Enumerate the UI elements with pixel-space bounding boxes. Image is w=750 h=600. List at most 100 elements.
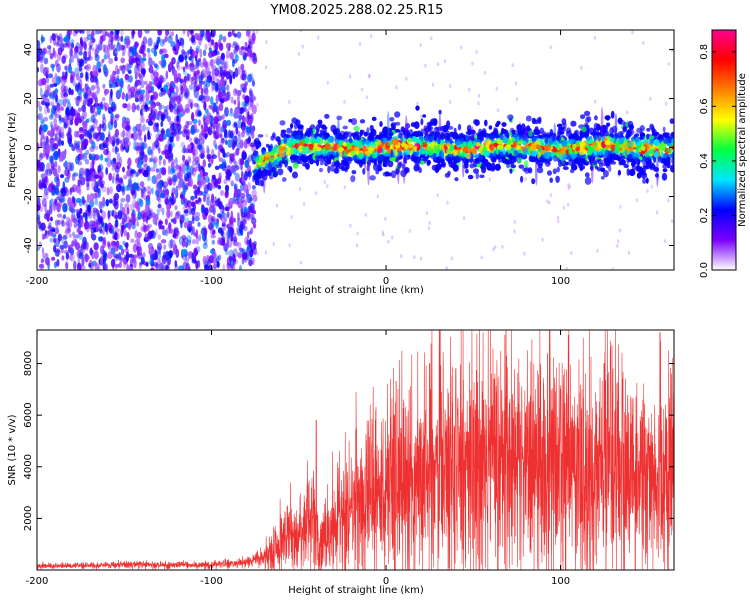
heatmap-cell (173, 96, 178, 102)
heatmap-cell (475, 49, 478, 54)
heatmap-cell (193, 70, 198, 76)
heatmap-cell (184, 217, 190, 222)
heatmap-cell (101, 122, 107, 132)
heatmap-cell (219, 139, 225, 146)
heatmap-cell (130, 238, 135, 243)
heatmap-cell (60, 106, 64, 112)
heatmap-cell (206, 36, 211, 41)
heatmap-cell (188, 253, 192, 260)
heatmap-cell (222, 35, 227, 43)
heatmap-cell (76, 197, 82, 204)
heatmap-cell (133, 214, 137, 224)
heatmap-cell (614, 144, 620, 151)
heatmap-cell (103, 101, 106, 109)
heatmap-cell (114, 228, 121, 233)
heatmap-cell (198, 119, 201, 126)
heatmap-cell (236, 31, 242, 39)
heatmap-cell (167, 165, 171, 175)
heatmap-cell (114, 56, 118, 62)
heatmap-cell (42, 124, 48, 133)
heatmap-cell (125, 215, 130, 221)
heatmap-cell (364, 212, 368, 217)
heatmap-cell (481, 165, 487, 174)
heatmap-cell (172, 247, 177, 255)
heatmap-cell (64, 177, 70, 183)
heatmap-cell (192, 152, 196, 162)
heatmap-cell (46, 162, 51, 172)
heatmap-cell (350, 150, 357, 156)
heatmap-cell (132, 126, 138, 133)
heatmap-cell (484, 119, 488, 127)
heatmap-cell (200, 87, 204, 96)
heatmap-cell (168, 155, 171, 164)
heatmap-cell (376, 194, 379, 199)
heatmap-cell (41, 53, 45, 60)
heatmap-cell (45, 144, 51, 155)
heatmap-cell (197, 157, 201, 164)
heatmap-cell (602, 170, 609, 178)
heatmap-cell (524, 177, 527, 182)
heatmap-cell (231, 43, 237, 48)
heatmap-cell (167, 116, 171, 123)
heatmap-cell (79, 72, 84, 79)
heatmap-cell (112, 139, 115, 147)
heatmap-cell (382, 232, 385, 237)
heatmap-cell (139, 198, 144, 208)
heatmap-cell (191, 125, 195, 134)
heatmap-cell (70, 89, 74, 96)
heatmap-cell (211, 154, 217, 160)
heatmap-cell (297, 51, 300, 56)
heatmap-cell (631, 30, 634, 35)
heatmap-cell (229, 156, 233, 165)
heatmap-cell (73, 222, 78, 229)
heatmap-cell (288, 243, 291, 248)
heatmap-cell (264, 250, 268, 255)
heatmap-cell (93, 242, 99, 251)
heatmap-cell (343, 141, 347, 147)
heatmap-cell (40, 36, 46, 42)
heatmap-cell (146, 185, 152, 195)
heatmap-cell (237, 252, 243, 259)
heatmap-cell (561, 118, 567, 126)
heatmap-cell (185, 91, 189, 100)
heatmap-cell (144, 80, 148, 86)
heatmap-cell (93, 250, 99, 260)
heatmap-cell (415, 105, 420, 111)
heatmap-cell (102, 236, 107, 245)
heatmap-cell (448, 84, 452, 88)
heatmap-cell (239, 265, 242, 270)
heatmap-cell (217, 127, 223, 134)
heatmap-cell (48, 205, 54, 214)
heatmap-cell (272, 148, 276, 156)
heatmap-cell (40, 258, 44, 264)
heatmap-cell (67, 30, 72, 36)
heatmap-cell (480, 255, 483, 260)
heatmap-cell (62, 54, 68, 60)
heatmap-cell (148, 112, 154, 122)
heatmap-cell (51, 76, 57, 85)
heatmap-cell (112, 259, 115, 270)
heatmap-cell (493, 129, 499, 136)
heatmap-cell (240, 139, 244, 149)
heatmap-cell (233, 136, 238, 141)
heatmap-cell (408, 229, 412, 233)
heatmap-cell (124, 185, 129, 192)
heatmap-cell (203, 194, 206, 203)
heatmap-cell (214, 178, 219, 188)
heatmap-cell (83, 129, 88, 137)
heatmap-cell (425, 211, 428, 216)
heatmap-cell (56, 173, 60, 182)
heatmap-cell (233, 188, 239, 199)
heatmap-cell (131, 212, 135, 217)
heatmap-cell (99, 208, 103, 214)
heatmap-cell (156, 122, 159, 133)
heatmap-cell (247, 154, 254, 162)
heatmap-cell (62, 71, 65, 76)
heatmap-cell (241, 73, 247, 81)
heatmap-cell (44, 83, 51, 93)
heatmap-cell (182, 154, 186, 162)
heatmap-cell (206, 30, 210, 35)
heatmap-cell (120, 248, 125, 256)
heatmap-cell (102, 43, 106, 53)
heatmap-cell (76, 130, 80, 138)
